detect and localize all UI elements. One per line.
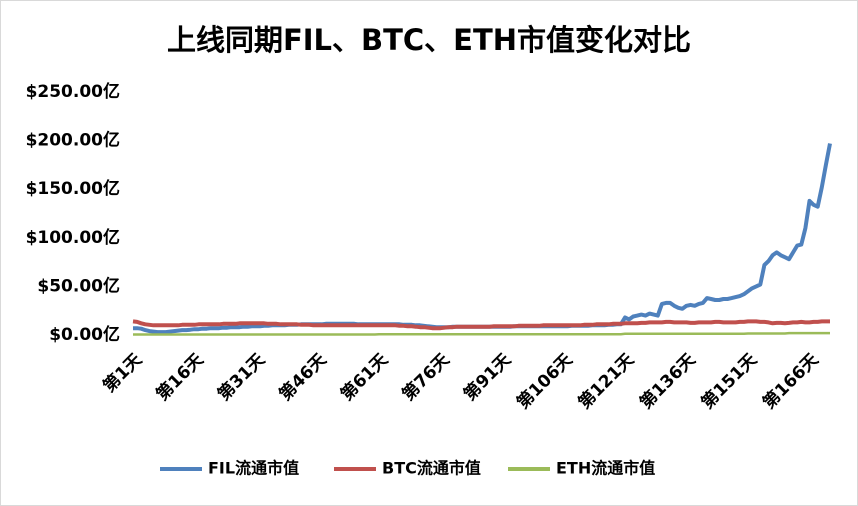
y-tick-label: $200.00亿 <box>26 130 120 151</box>
y-tick-label: $250.00亿 <box>26 81 120 102</box>
y-tick-label: $0.00亿 <box>49 324 120 345</box>
chart-title: 上线同期FIL、BTC、ETH市值变化对比 <box>167 23 691 57</box>
legend-label: FIL流通市值 <box>208 459 299 478</box>
series-line <box>132 319 830 331</box>
y-tick-label: $50.00亿 <box>37 275 120 296</box>
legend-label: ETH流通市值 <box>556 459 655 478</box>
series-line <box>133 331 830 336</box>
legend-label: BTC流通市值 <box>382 459 481 478</box>
y-tick-label: $150.00亿 <box>26 178 120 199</box>
y-tick-label: $100.00亿 <box>26 227 120 248</box>
